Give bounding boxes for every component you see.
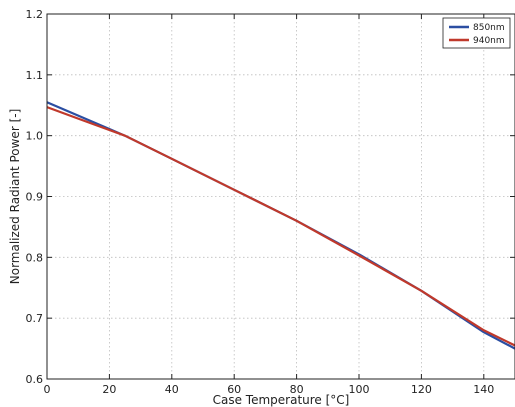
x-axis-label: Case Temperature [°C] (213, 393, 350, 407)
x-tick-label: 40 (165, 383, 179, 396)
grid (46, 13, 515, 380)
series-layer (46, 101, 515, 350)
legend: 850nm 940nm (442, 17, 511, 49)
legend-label-850nm: 850nm (473, 23, 505, 33)
y-tick-label: 1.2 (26, 8, 44, 21)
x-tick-label: 140 (473, 383, 494, 396)
y-tick-label: 0.8 (26, 251, 44, 264)
x-tick-label: 120 (411, 383, 432, 396)
axis-ticks (46, 13, 515, 380)
x-tick-label: 0 (44, 383, 51, 396)
x-tick-label: 20 (102, 383, 116, 396)
y-tick-label: 1.0 (26, 130, 44, 143)
y-axis-label: Normalized Radiant Power [-] (8, 109, 22, 285)
y-tick-label: 1.1 (26, 69, 44, 82)
tick-labels: 0 20 40 60 80 100 120 140 0.6 0.7 0.8 0.9 1.0 1.1 1.2 (26, 8, 495, 396)
x-tick-label: 100 (349, 383, 370, 396)
y-tick-label: 0.9 (26, 191, 44, 204)
y-tick-label: 0.6 (26, 373, 44, 386)
x-tick-label: 60 (227, 383, 241, 396)
x-tick-label: 80 (290, 383, 304, 396)
series-line-940nm (46, 106, 515, 347)
legend-label-940nm: 940nm (473, 36, 505, 46)
y-tick-label: 0.7 (26, 312, 44, 325)
legend-box (442, 17, 511, 49)
